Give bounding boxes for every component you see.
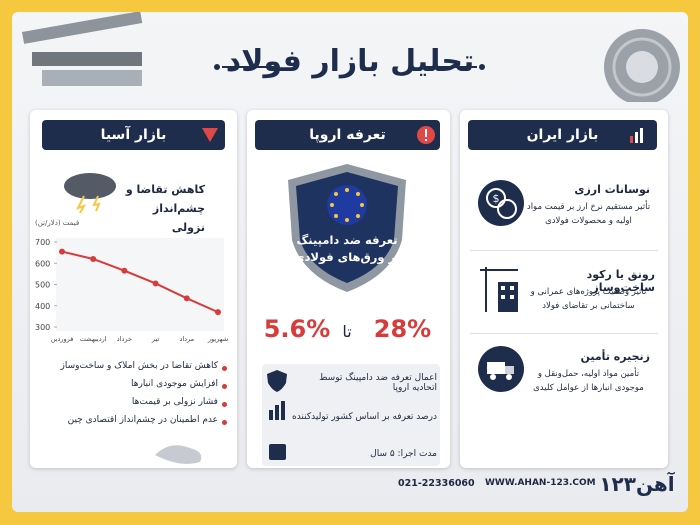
shield [288, 164, 406, 292]
x-tick-label: اردیبهشت [80, 335, 107, 343]
item-title: زنجیره تأمین [580, 350, 650, 363]
x-tick-label: مرداد [179, 335, 194, 343]
europe-item: درصد تعرفه بر اساس کشور تولیدکننده [291, 412, 437, 422]
y-axis-label: قیمت (دلار/تن) [35, 219, 79, 227]
item-text: تأثیر مستقیم نرخ ارز بر قیمت مواد اولیه … [526, 202, 651, 226]
iran-panel [460, 110, 668, 468]
asia-bullet: فشار نزولی بر قیمت‌ها [131, 397, 218, 407]
item-title: رونق یا رکود ساخت‌وساز [586, 268, 655, 294]
europe-icons [267, 370, 287, 460]
svg-text:$: $ [493, 192, 500, 205]
separator [470, 250, 658, 251]
y-tick-label: 600 [35, 259, 50, 268]
truck-symbol [487, 362, 514, 380]
x-tick-label: تیر [151, 335, 160, 343]
map-decor [155, 445, 202, 464]
shield-text: تعرفه ضد دامپینگ بر ورق‌های فولادی [293, 233, 401, 264]
rate-high: 28% [373, 315, 432, 343]
line-chart: قیمت (دلار/تن) 300 400 500 600 700 فروردین ارد… [35, 219, 228, 343]
data-point [215, 309, 221, 316]
x-tick-label: شهریور [207, 335, 228, 343]
bullet-dot [222, 402, 227, 407]
rate-separator: تا [342, 322, 352, 341]
item-text: تأثیر وضعیت پروژه‌های عمرانی و ساختمانی … [530, 287, 647, 311]
data-point [121, 267, 128, 274]
y-tick-label: 500 [35, 281, 50, 290]
y-tick-label: 400 [35, 302, 50, 311]
separator [470, 333, 658, 334]
europe-item: اعمال تعرفه ضد دامپینگ توسط اتحادیه اروپ… [319, 373, 437, 393]
item-title: نوسانات ارزی [574, 183, 650, 196]
website: WWW.AHAN-123.COM [485, 478, 596, 488]
panel-header: بازار آسیا [42, 120, 225, 150]
item-text: تأمین مواد اولیه، حمل‌ونقل و موجودی انبا… [533, 369, 644, 393]
bullet-dot [222, 366, 227, 371]
data-point [183, 295, 190, 302]
plot-area [56, 238, 224, 331]
logo: آهن۱۲۳ [599, 472, 675, 496]
data-point [90, 256, 97, 262]
rate-low: 5.6% [263, 315, 331, 343]
alert-icon [417, 126, 435, 144]
bullet-dot [222, 384, 227, 389]
header-decor [22, 12, 680, 102]
asia-bullet: افزایش موجودی انبارها [130, 379, 218, 389]
chart-icon [630, 128, 643, 143]
currency-symbol: $ [486, 188, 517, 219]
europe-list-bg [262, 364, 440, 466]
y-tick-label: 300 [35, 323, 50, 332]
phone: 021-22336060 [398, 478, 475, 489]
asia-bullet: عدم اطمینان در چشم‌انداز اقتصادی چین [67, 415, 218, 425]
price-line [61, 250, 219, 314]
europe-item: مدت اجرا: ۵ سال [370, 449, 437, 459]
x-tick-label: فروردین [51, 335, 74, 343]
panel-header: تعرفه اروپا [255, 120, 440, 150]
x-tick-label: خرداد [117, 335, 132, 343]
page-title: تحلیل بازار فولاد [225, 44, 475, 79]
down-icon [202, 128, 218, 142]
data-point [59, 248, 65, 255]
y-tick-label: 700 [35, 238, 50, 247]
panel-header: بازار ایران [468, 120, 657, 150]
construction-icon [480, 267, 518, 312]
data-point [152, 280, 159, 287]
cloud-icon [64, 173, 116, 213]
bullet-dot [222, 420, 227, 425]
asia-bullet: کاهش تقاضا در بخش املاک و ساخت‌وساز [60, 361, 219, 371]
asia-subtitle: کاهش تقاضا و چشم‌انداز نزولی [125, 183, 205, 234]
